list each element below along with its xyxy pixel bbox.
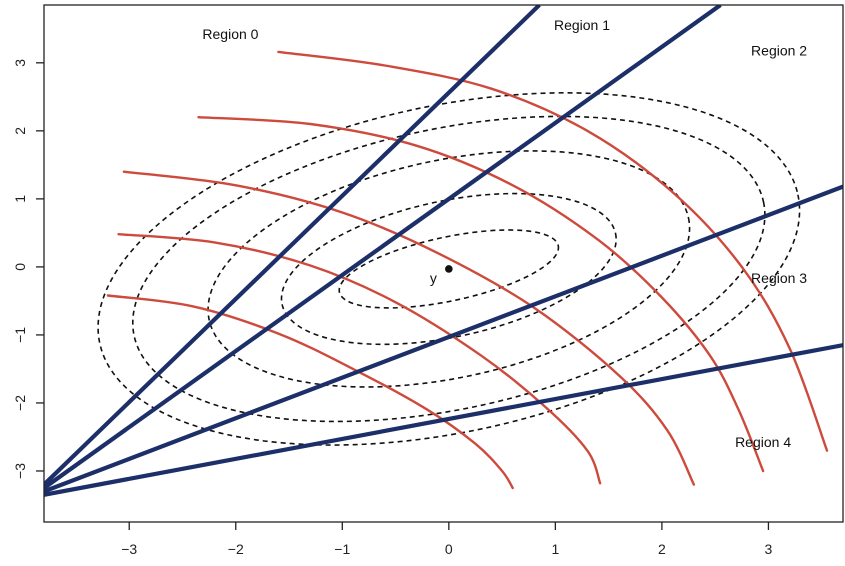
region-label: Region 3	[751, 270, 807, 286]
level-curve	[197, 116, 765, 473]
y-tick-label: 2	[12, 127, 28, 135]
region-label: Region 2	[751, 42, 807, 58]
plot-frame	[43, 4, 844, 523]
contour-ellipse	[97, 92, 801, 446]
x-tick-label: 3	[765, 541, 773, 557]
y-tick-label: 3	[12, 59, 28, 67]
region-boundaries	[44, 5, 843, 497]
contour-ellipse	[207, 150, 691, 388]
y-tick-label: −2	[12, 395, 28, 411]
x-tick-label: −3	[121, 541, 137, 557]
y-tick-label: 0	[12, 263, 28, 271]
contour-ellipse	[338, 229, 560, 309]
contour-lines	[97, 92, 801, 446]
boundary-line	[44, 343, 843, 497]
contour-ellipse	[131, 115, 766, 423]
region-label: Region 1	[554, 17, 610, 33]
region-labels: Region 0 Region 1 Region 2 Region 3 Region 4	[202, 17, 807, 450]
level-curves	[106, 50, 829, 490]
x-tick-label: 0	[445, 541, 453, 557]
boundary-line	[44, 5, 722, 490]
x-tick-label: −2	[228, 541, 244, 557]
y-point-label: y	[430, 270, 437, 286]
x-tick-label: −1	[334, 541, 350, 557]
level-curve	[122, 170, 696, 486]
y-tick-label: −1	[12, 327, 28, 343]
x-tick-label: 2	[658, 541, 666, 557]
level-curve	[106, 294, 514, 490]
y-tick-label: −3	[12, 463, 28, 479]
y-tick-label: 1	[12, 195, 28, 203]
boundary-line	[44, 5, 541, 487]
contour-ellipse	[280, 192, 617, 346]
y-point-marker	[445, 265, 453, 273]
region-label: Region 4	[735, 434, 791, 450]
level-curve	[117, 233, 602, 485]
axes: −3 −2 −1 0 1 2 3 −3 −2 −1 0 1 2 3	[12, 4, 844, 557]
x-tick-label: 1	[551, 541, 559, 557]
boundary-line	[44, 184, 843, 494]
y-point: y	[430, 265, 453, 286]
region-label: Region 0	[202, 26, 258, 42]
level-curve	[277, 50, 829, 452]
